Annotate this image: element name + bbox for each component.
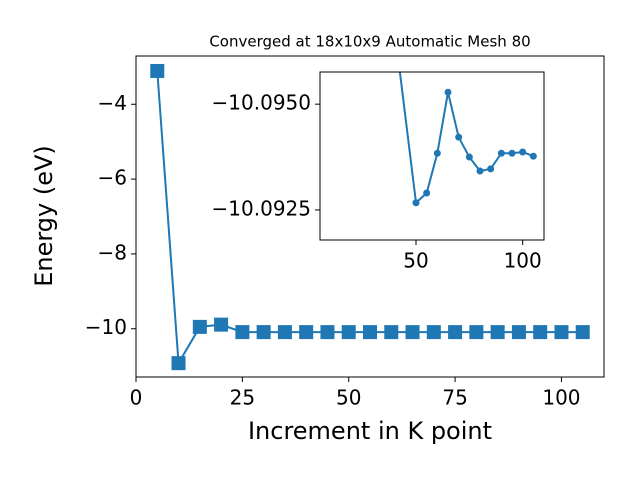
marker xyxy=(256,325,271,340)
x-tick-label: 0 xyxy=(130,386,143,410)
y-tick-label: −10.0925 xyxy=(212,196,311,220)
marker xyxy=(405,325,420,340)
marker xyxy=(214,317,229,332)
y-tick-label: −8 xyxy=(98,240,127,264)
x-tick-label: 100 xyxy=(504,249,542,273)
marker xyxy=(554,325,569,340)
marker xyxy=(529,152,537,160)
marker xyxy=(363,325,377,340)
marker xyxy=(476,167,484,175)
marker xyxy=(469,325,484,340)
plot-area xyxy=(320,72,544,240)
marker xyxy=(444,88,452,96)
x-tick-label: 75 xyxy=(442,386,467,410)
marker xyxy=(277,325,292,340)
x-axis-label: Increment in K point xyxy=(248,417,492,445)
marker xyxy=(575,325,590,340)
x-tick-label: 50 xyxy=(336,386,361,410)
marker xyxy=(497,149,505,157)
marker xyxy=(423,189,431,197)
marker xyxy=(487,165,495,173)
x-tick-label: 25 xyxy=(230,386,255,410)
marker xyxy=(235,325,250,340)
marker xyxy=(171,356,186,371)
marker xyxy=(412,199,420,207)
x-tick-label: 50 xyxy=(403,249,428,273)
x-tick-label: 100 xyxy=(542,386,580,410)
y-tick-label: −10.0950 xyxy=(212,91,311,115)
marker xyxy=(511,325,526,340)
marker xyxy=(465,153,473,161)
marker xyxy=(508,149,516,157)
chart-title: Converged at 18x10x9 Automatic Mesh 80 xyxy=(209,33,530,51)
plot-content xyxy=(150,63,590,371)
y-axis-label: Energy (eV) xyxy=(30,145,58,287)
marker xyxy=(341,325,356,340)
marker xyxy=(433,149,441,157)
marker xyxy=(384,325,399,340)
axes-frame xyxy=(135,55,605,378)
marker xyxy=(490,325,505,340)
marker xyxy=(426,325,441,340)
marker xyxy=(192,319,207,334)
y-tick-label: −4 xyxy=(98,91,127,115)
marker xyxy=(448,325,463,340)
marker xyxy=(455,133,463,141)
marker xyxy=(519,148,527,156)
marker xyxy=(533,325,548,340)
y-tick-label: −6 xyxy=(98,166,127,190)
plot-content xyxy=(398,72,537,207)
marker xyxy=(150,63,165,78)
marker xyxy=(320,325,335,340)
marker xyxy=(299,325,314,340)
y-tick-label: −10 xyxy=(85,315,127,339)
axes-frame xyxy=(319,71,545,241)
